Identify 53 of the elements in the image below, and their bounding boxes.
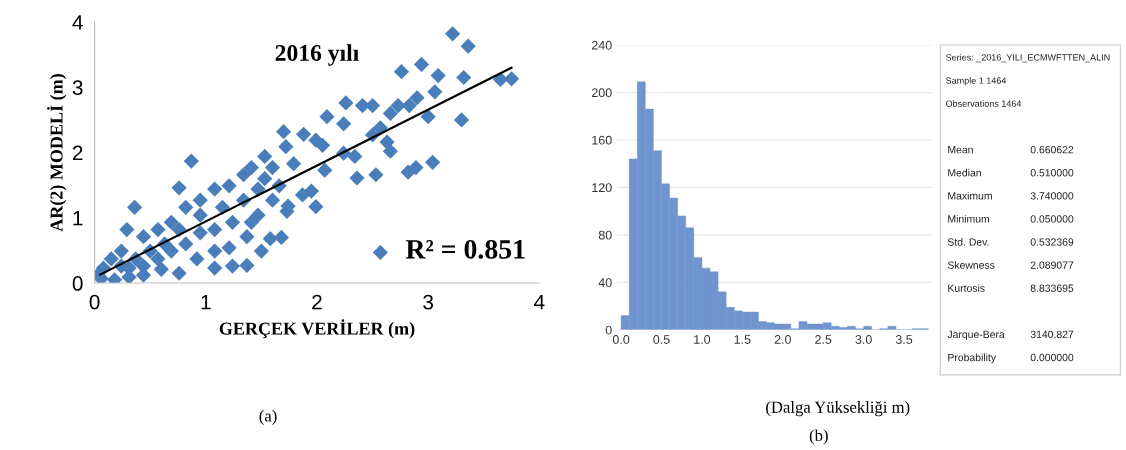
y-tick-label: 4 xyxy=(72,15,83,30)
text: Std. Dev. xyxy=(947,238,989,246)
text: 8.833695 xyxy=(1030,284,1074,292)
text: Probability xyxy=(948,353,997,364)
text: Maximum xyxy=(948,191,992,200)
text: 0.532369 xyxy=(1030,238,1074,246)
x-tick-label: 0.5 xyxy=(653,335,670,344)
x-tick-label: 1 xyxy=(201,294,211,310)
y-tick-label: 240 xyxy=(591,40,612,50)
y-tick-label: 0 xyxy=(605,325,612,335)
text: Mean xyxy=(948,146,973,154)
x-tick-label: 0.0 xyxy=(612,335,630,344)
y-tick-label: 3 xyxy=(72,80,83,96)
text: Median xyxy=(948,168,981,177)
text: Sample 1 1464 xyxy=(946,77,1007,86)
x-tick-label: 4 xyxy=(534,294,545,310)
x-tick-label: 3.0 xyxy=(855,335,872,344)
x-tick-label: 3.5 xyxy=(895,335,913,344)
text: Series: _2016_YILI_ECMWFTTEN_ALIN xyxy=(946,53,1110,63)
text: 3.740000 xyxy=(1030,192,1074,200)
x-tick-label: 1.5 xyxy=(734,335,751,344)
text: 2.089077 xyxy=(1030,261,1074,269)
text: 2016 yılı xyxy=(275,44,359,66)
x-axis-title: GERÇEK VERİLER (m) xyxy=(219,319,415,339)
text: 0.660622 xyxy=(1030,145,1074,154)
y-axis-title: AR(2) MODELİ (m) xyxy=(47,74,67,232)
x-tick-label: 2 xyxy=(312,294,322,310)
x-tick-label: 2.5 xyxy=(815,335,832,344)
text: 0.000000 xyxy=(1030,353,1074,362)
x-tick-label: 0 xyxy=(89,294,100,310)
x-tick-label: 3 xyxy=(423,294,434,310)
y-tick-label: 1 xyxy=(73,211,83,226)
annotation: R² = 0.851 xyxy=(405,239,525,259)
text: Kurtosis xyxy=(948,284,985,292)
text: Jarque-Bera xyxy=(947,330,1005,341)
text: 0.510000 xyxy=(1030,169,1074,177)
y-tick-label: 40 xyxy=(598,278,612,288)
x-tick-label: 1.0 xyxy=(694,335,711,344)
text: (a) xyxy=(259,409,277,425)
text: 0.050000 xyxy=(1030,215,1074,223)
text: (b) xyxy=(809,429,828,445)
text: Skewness xyxy=(947,261,995,269)
text: Minimum xyxy=(948,214,989,223)
y-tick-label: 0 xyxy=(72,276,83,291)
text: Observations 1464 xyxy=(946,100,1022,107)
y-tick-label: 2 xyxy=(72,145,83,161)
y-tick-label: 200 xyxy=(591,88,612,98)
y-tick-label: 80 xyxy=(598,230,612,240)
text: 3140.827 xyxy=(1030,330,1074,339)
y-tick-label: 120 xyxy=(592,183,612,193)
x-axis-title: (Dalga Yüksekliği m) xyxy=(766,401,910,417)
y-tick-label: 160 xyxy=(592,135,612,145)
x-tick-label: 2.0 xyxy=(774,335,791,344)
